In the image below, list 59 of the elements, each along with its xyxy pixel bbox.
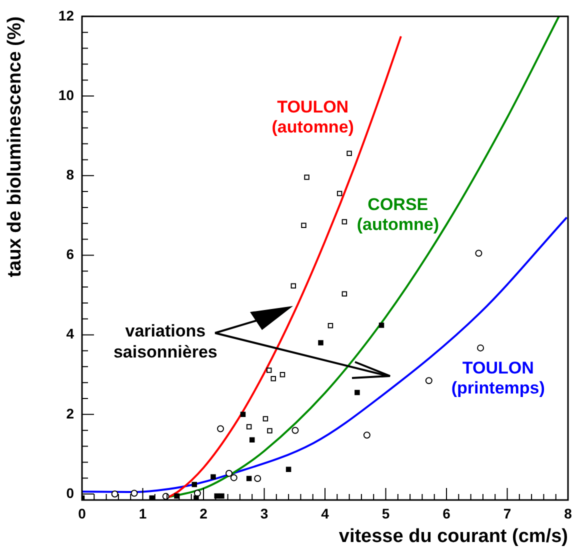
point — [262, 416, 268, 422]
point — [425, 377, 432, 384]
x-tick-label: 6 — [442, 505, 451, 522]
point — [130, 490, 138, 497]
point — [194, 495, 199, 500]
point — [286, 466, 292, 472]
y-tick-label: 0 — [66, 484, 74, 501]
point — [249, 437, 255, 443]
point — [266, 368, 272, 373]
x-tick-label: 5 — [382, 505, 390, 522]
point — [336, 190, 342, 196]
x-tick-label: 0 — [78, 505, 86, 522]
point — [346, 150, 352, 156]
point — [149, 495, 154, 500]
point — [246, 476, 252, 482]
point — [280, 372, 286, 378]
series-label: TOULON (automne) — [272, 98, 354, 137]
point — [290, 283, 296, 288]
point — [217, 425, 224, 432]
point — [226, 470, 233, 477]
point — [292, 426, 299, 434]
point — [240, 412, 246, 418]
point — [192, 482, 198, 488]
point — [219, 493, 224, 499]
point — [328, 323, 334, 328]
y-tick-label: 8 — [66, 166, 74, 182]
point — [342, 219, 348, 224]
point — [254, 475, 262, 482]
x-tick-label: 3 — [260, 505, 268, 522]
point — [246, 424, 252, 430]
x-tick-label: 2 — [200, 505, 208, 522]
point — [318, 340, 324, 346]
point — [210, 474, 216, 480]
x-tick-label: 1 — [138, 505, 147, 522]
series-label: TOULON (printemps) — [451, 358, 545, 398]
x-tick-label: 4 — [321, 505, 330, 522]
point — [354, 390, 360, 396]
point — [230, 474, 238, 482]
point — [301, 222, 306, 228]
annotation: variations saisonnières — [113, 322, 218, 362]
point — [378, 322, 384, 328]
series-label: CORSE (automne) — [356, 195, 439, 234]
y-tick-label: 2 — [66, 405, 74, 422]
point — [477, 344, 484, 352]
x-tick-label: 8 — [564, 505, 572, 522]
x-tick-label: 7 — [503, 505, 512, 522]
x-axis-title: vitesse du courant (cm/s) — [338, 526, 568, 547]
point — [342, 291, 348, 296]
y-axis-title: taux de bioluminescence (%) — [4, 16, 26, 278]
y-tick-label: 12 — [58, 7, 74, 24]
point — [363, 432, 370, 439]
point — [475, 250, 482, 257]
point — [111, 490, 118, 498]
point — [270, 376, 276, 382]
y-tick-label: 10 — [58, 86, 74, 103]
point — [304, 174, 310, 180]
y-tick-label: 6 — [66, 246, 74, 262]
point — [267, 428, 272, 434]
y-tick-label: 4 — [66, 326, 74, 342]
